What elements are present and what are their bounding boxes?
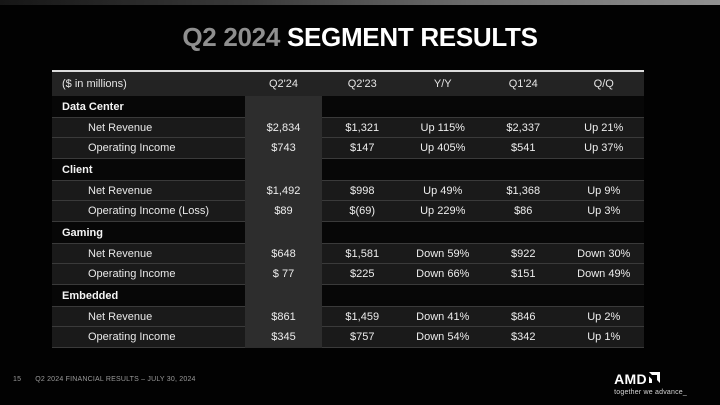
table-row: Net Revenue $648 $1,581 Down 59% $922 Do… — [52, 243, 644, 264]
segment-header-row: Gaming — [52, 222, 644, 243]
cell-q2-23: $1,321 — [345, 121, 380, 134]
footer-text: Q2 2024 FINANCIAL RESULTS – JULY 30, 202… — [35, 376, 196, 383]
cell-q1-24: $86 — [514, 205, 533, 217]
cell-q2-23: $757 — [350, 331, 375, 343]
amd-arrow-icon — [648, 370, 660, 388]
cell-q1-24: $846 — [511, 310, 536, 323]
cell-q2-23: $998 — [350, 184, 375, 197]
segment-name: Gaming — [62, 226, 103, 239]
segment-header-row: Embedded — [52, 285, 644, 306]
footer: 15 Q2 2024 FINANCIAL RESULTS – JULY 30, 2… — [13, 376, 196, 383]
column-header-q2-24: Q2'24 — [268, 78, 298, 90]
row-label: Net Revenue — [88, 121, 153, 134]
amd-logo-text: AMD — [614, 371, 647, 387]
table-row: Operating Income $ 77 $225 Down 66% $151… — [52, 264, 644, 285]
cell-qq: Up 21% — [584, 121, 624, 134]
table-row: Net Revenue $1,492 $998 Up 49% $1,368 Up… — [52, 180, 644, 201]
segment-name: Data Center — [62, 100, 124, 113]
segment-name: Embedded — [62, 289, 119, 302]
cell-q1-24: $922 — [511, 247, 536, 260]
cell-q2-24: $89 — [274, 205, 293, 217]
table-header-row: ($ in millions) Q2'24 Q2'23 Y/Y Q1'24 Q/… — [52, 70, 644, 96]
brand-block: AMD together we advance_ — [614, 370, 687, 396]
cell-q2-23: $(69) — [349, 205, 376, 217]
table-body: Data Center Net Revenue $2,834 $1,321 Up… — [52, 96, 644, 348]
row-label: Operating Income — [88, 142, 176, 154]
column-header-yy: Y/Y — [433, 78, 452, 90]
cell-yy: Down 59% — [416, 247, 470, 260]
cell-q2-24: $ 77 — [272, 268, 295, 280]
cell-q1-24: $1,368 — [506, 184, 541, 197]
page-number: 15 — [13, 376, 22, 383]
cell-qq: Up 2% — [587, 310, 621, 323]
cell-q2-24: $743 — [271, 142, 296, 154]
row-label: Operating Income — [88, 268, 176, 280]
segment-name: Client — [62, 163, 93, 176]
cell-qq: Up 3% — [587, 205, 621, 217]
cell-qq: Up 1% — [587, 331, 621, 343]
column-header-q1-24: Q1'24 — [508, 78, 538, 90]
cell-qq: Down 49% — [577, 268, 631, 280]
cell-yy: Down 41% — [416, 310, 470, 323]
cell-q1-24: $2,337 — [506, 121, 541, 134]
cell-q2-23: $147 — [350, 142, 375, 154]
cell-yy: Up 229% — [420, 205, 466, 217]
segment-header-row: Data Center — [52, 96, 644, 117]
top-gradient-bar — [0, 0, 720, 5]
cell-q2-24: $861 — [271, 310, 296, 323]
title-quarter: Q2 2024 — [182, 22, 280, 52]
cell-q2-24: $345 — [271, 331, 296, 343]
page-title: Q2 2024 SEGMENT RESULTS — [0, 22, 720, 53]
cell-yy: Down 54% — [416, 331, 470, 343]
row-label: Net Revenue — [88, 310, 153, 323]
table-row: Operating Income (Loss) $89 $(69) Up 229… — [52, 201, 644, 222]
cell-yy: Up 49% — [423, 184, 463, 197]
cell-q1-24: $151 — [511, 268, 536, 280]
cell-q1-24: $541 — [511, 142, 536, 154]
column-header-qq: Q/Q — [593, 78, 614, 90]
table-row: Net Revenue $861 $1,459 Down 41% $846 Up… — [52, 306, 644, 327]
table-row: Operating Income $743 $147 Up 405% $541 … — [52, 138, 644, 159]
table-row: Operating Income $345 $757 Down 54% $342… — [52, 327, 644, 348]
row-label: Operating Income (Loss) — [88, 205, 210, 217]
row-label: Operating Income — [88, 331, 176, 343]
table-row: Net Revenue $2,834 $1,321 Up 115% $2,337… — [52, 117, 644, 138]
column-header-q2-23: Q2'23 — [347, 78, 377, 90]
unit-label: ($ in millions) — [62, 78, 127, 90]
cell-q2-24: $1,492 — [266, 184, 301, 197]
cell-yy: Up 115% — [420, 121, 465, 134]
cell-q2-24: $2,834 — [266, 121, 301, 134]
amd-tagline: together we advance_ — [614, 389, 687, 396]
cell-q1-24: $342 — [511, 331, 536, 343]
cell-q2-24: $648 — [271, 247, 296, 260]
cell-q2-23: $1,581 — [345, 247, 380, 260]
row-label: Net Revenue — [88, 184, 153, 197]
cell-qq: Down 30% — [577, 247, 631, 260]
segment-header-row: Client — [52, 159, 644, 180]
cell-yy: Up 405% — [420, 142, 466, 154]
cell-q2-23: $225 — [350, 268, 375, 280]
title-main: SEGMENT RESULTS — [286, 22, 538, 52]
cell-q2-23: $1,459 — [345, 310, 380, 323]
segment-results-table: ($ in millions) Q2'24 Q2'23 Y/Y Q1'24 Q/… — [52, 70, 644, 348]
cell-yy: Down 66% — [416, 268, 470, 280]
cell-qq: Up 37% — [584, 142, 624, 154]
row-label: Net Revenue — [88, 247, 153, 260]
cell-qq: Up 9% — [587, 184, 621, 197]
